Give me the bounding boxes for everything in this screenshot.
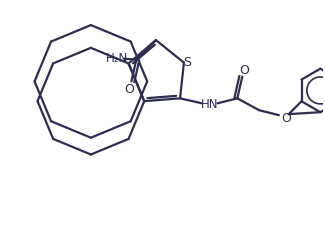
Text: O: O	[239, 64, 249, 77]
Text: O: O	[281, 111, 291, 124]
Text: O: O	[124, 82, 134, 95]
Text: S: S	[183, 56, 191, 69]
Text: HN: HN	[201, 97, 218, 110]
Text: H₂N: H₂N	[106, 52, 128, 65]
